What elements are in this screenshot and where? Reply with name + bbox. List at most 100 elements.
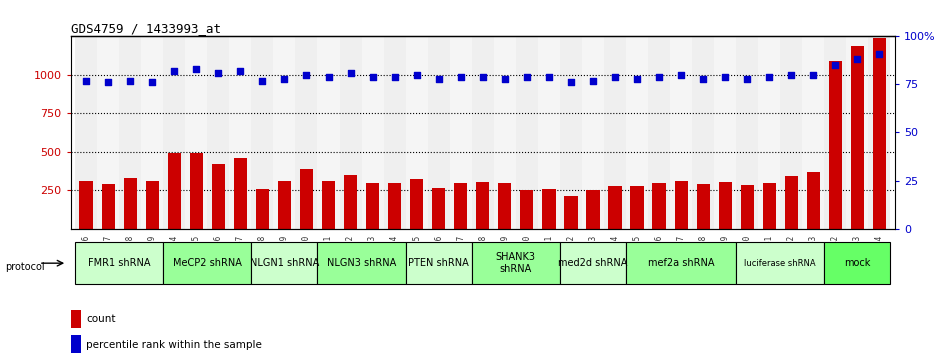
Point	[652, 74, 667, 79]
Point	[828, 62, 843, 68]
Bar	[252, 242, 317, 285]
Point	[409, 72, 424, 78]
Bar	[410, 179, 423, 229]
Point	[784, 72, 799, 78]
Bar	[256, 189, 269, 229]
Point	[211, 70, 226, 76]
Bar	[388, 183, 401, 229]
Bar	[847, 36, 869, 229]
Bar	[648, 36, 670, 229]
Text: PTEN shRNA: PTEN shRNA	[408, 258, 469, 268]
Point	[475, 74, 490, 79]
Bar	[543, 189, 556, 229]
Point	[542, 74, 557, 79]
Bar	[189, 153, 203, 229]
Bar	[472, 242, 560, 285]
Point	[343, 70, 358, 76]
Bar	[79, 181, 92, 229]
Bar	[560, 242, 626, 285]
Text: NLGN3 shRNA: NLGN3 shRNA	[327, 258, 397, 268]
Bar	[146, 181, 159, 229]
Bar	[780, 36, 803, 229]
Bar	[737, 36, 758, 229]
Bar	[432, 188, 446, 229]
Bar	[296, 36, 317, 229]
Bar	[626, 36, 648, 229]
Bar	[803, 36, 824, 229]
Bar	[163, 242, 252, 285]
Point	[101, 79, 116, 85]
Bar	[758, 36, 780, 229]
Point	[365, 74, 381, 79]
Point	[255, 78, 270, 83]
Bar	[406, 242, 472, 285]
Bar	[609, 185, 622, 229]
Bar	[674, 181, 688, 229]
Text: protocol: protocol	[5, 262, 44, 272]
Point	[585, 78, 600, 83]
Bar	[119, 36, 141, 229]
Point	[387, 74, 402, 79]
Point	[453, 74, 468, 79]
Bar	[322, 181, 335, 229]
Text: percentile rank within the sample: percentile rank within the sample	[87, 339, 262, 350]
Bar	[234, 158, 247, 229]
Bar	[212, 164, 225, 229]
Bar	[362, 36, 383, 229]
Point	[608, 74, 623, 79]
Point	[762, 74, 777, 79]
Point	[805, 72, 820, 78]
Bar	[123, 178, 137, 229]
Bar	[366, 183, 380, 229]
Point	[233, 68, 248, 74]
Point	[629, 76, 644, 82]
Bar	[719, 182, 732, 229]
Bar	[692, 36, 714, 229]
Bar	[785, 176, 798, 229]
Text: SHANK3
shRNA: SHANK3 shRNA	[495, 252, 536, 274]
Bar	[714, 36, 737, 229]
Bar	[278, 181, 291, 229]
Bar	[586, 190, 599, 229]
Point	[674, 72, 689, 78]
Point	[850, 57, 865, 62]
Bar	[141, 36, 163, 229]
Bar	[560, 36, 582, 229]
Bar	[102, 184, 115, 229]
Bar	[494, 36, 516, 229]
Text: GDS4759 / 1433993_at: GDS4759 / 1433993_at	[71, 22, 220, 35]
Bar	[824, 242, 890, 285]
Bar	[97, 36, 119, 229]
Bar	[520, 190, 533, 229]
Point	[299, 72, 314, 78]
Bar	[75, 36, 97, 229]
Point	[277, 76, 292, 82]
Text: NLGN1 shRNA: NLGN1 shRNA	[250, 258, 319, 268]
Point	[739, 76, 755, 82]
Bar	[71, 335, 81, 353]
Bar	[207, 36, 229, 229]
Bar	[163, 36, 186, 229]
Bar	[653, 183, 666, 229]
Bar	[498, 183, 512, 229]
Bar	[229, 36, 252, 229]
Text: count: count	[87, 314, 116, 324]
Point	[122, 78, 138, 83]
Bar	[71, 310, 81, 328]
Point	[167, 68, 182, 74]
Text: mock: mock	[844, 258, 870, 268]
Bar	[252, 36, 273, 229]
Text: MeCP2 shRNA: MeCP2 shRNA	[172, 258, 242, 268]
Point	[563, 79, 578, 85]
Point	[718, 74, 733, 79]
Point	[695, 76, 710, 82]
Bar	[564, 196, 577, 229]
Bar	[851, 45, 864, 229]
Point	[519, 74, 534, 79]
Bar	[582, 36, 604, 229]
Bar	[869, 36, 890, 229]
Text: mef2a shRNA: mef2a shRNA	[648, 258, 714, 268]
Bar	[344, 175, 357, 229]
Bar	[75, 242, 163, 285]
Bar	[476, 182, 490, 229]
